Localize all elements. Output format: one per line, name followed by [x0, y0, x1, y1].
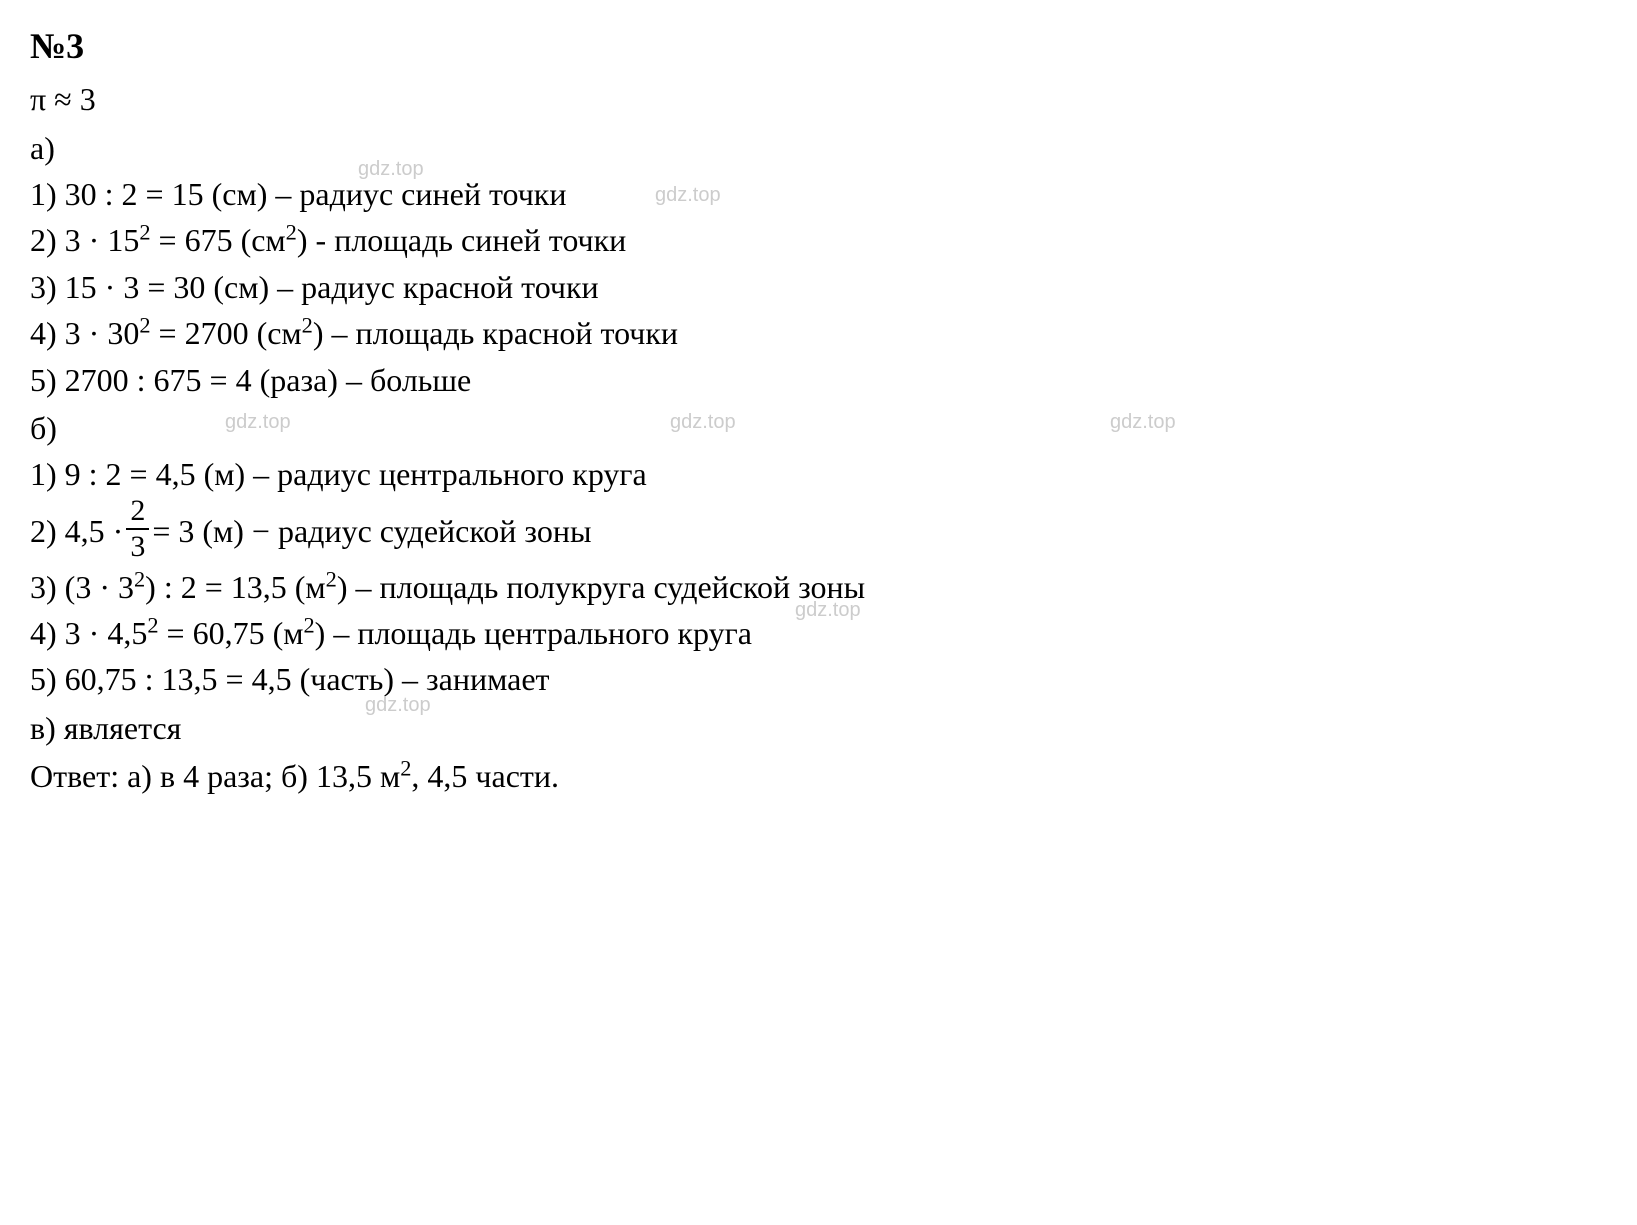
- section-b-line-4: 4) 3 · 4,52 = 60,75 (м2) – площадь центр…: [30, 610, 1607, 656]
- section-b-label: б) gdz.top gdz.top gdz.top: [30, 405, 1607, 451]
- section-a-line-1: 1) 30 : 2 = 15 (см) – радиус синей точки…: [30, 171, 1607, 217]
- frac-prefix: 2) 4,5 ·: [30, 508, 123, 554]
- section-v: в) является: [30, 705, 1607, 751]
- answer: Ответ: а) в 4 раза; б) 13,5 м2, 4,5 част…: [30, 753, 1607, 799]
- fraction: 2 3: [126, 496, 149, 562]
- line-text: 1) 30 : 2 = 15 (см) – радиус синей точки: [30, 176, 566, 212]
- problem-number: №3: [30, 20, 1607, 72]
- watermark: gdz.top: [670, 408, 736, 437]
- section-label-text: б): [30, 410, 57, 446]
- watermark: gdz.top: [225, 408, 291, 437]
- line-text: 4) 3 · 4,52 = 60,75 (м2) – площадь центр…: [30, 615, 752, 651]
- section-a-label: а): [30, 125, 1607, 171]
- section-b-line-5: 5) 60,75 : 13,5 = 4,5 (часть) – занимает…: [30, 656, 1607, 702]
- fraction-denominator: 3: [126, 530, 149, 562]
- section-a-line-5: 5) 2700 : 675 = 4 (раза) – больше: [30, 357, 1607, 403]
- watermark: gdz.top: [655, 181, 721, 210]
- section-b-line-1: 1) 9 : 2 = 4,5 (м) – радиус центрального…: [30, 451, 1607, 497]
- section-a-line-2: 2) 3 · 152 = 675 (см2) - площадь синей т…: [30, 217, 1607, 263]
- section-a-line-3: 3) 15 · 3 = 30 (см) – радиус красной точ…: [30, 264, 1607, 310]
- pi-approx: π ≈ 3: [30, 76, 1607, 122]
- line-text: 5) 60,75 : 13,5 = 4,5 (часть) – занимает: [30, 661, 550, 697]
- section-b-line-2: 2) 4,5 · 2 3 = 3 (м) − радиус судейской …: [30, 498, 1607, 564]
- section-b-line-3: 3) (3 · 32) : 2 = 13,5 (м2) – площадь по…: [30, 564, 1607, 610]
- fraction-numerator: 2: [126, 496, 149, 530]
- watermark: gdz.top: [1110, 408, 1176, 437]
- section-a-line-4: 4) 3 · 302 = 2700 (см2) – площадь красно…: [30, 310, 1607, 356]
- frac-suffix: = 3 (м) − радиус судейской зоны: [152, 508, 591, 554]
